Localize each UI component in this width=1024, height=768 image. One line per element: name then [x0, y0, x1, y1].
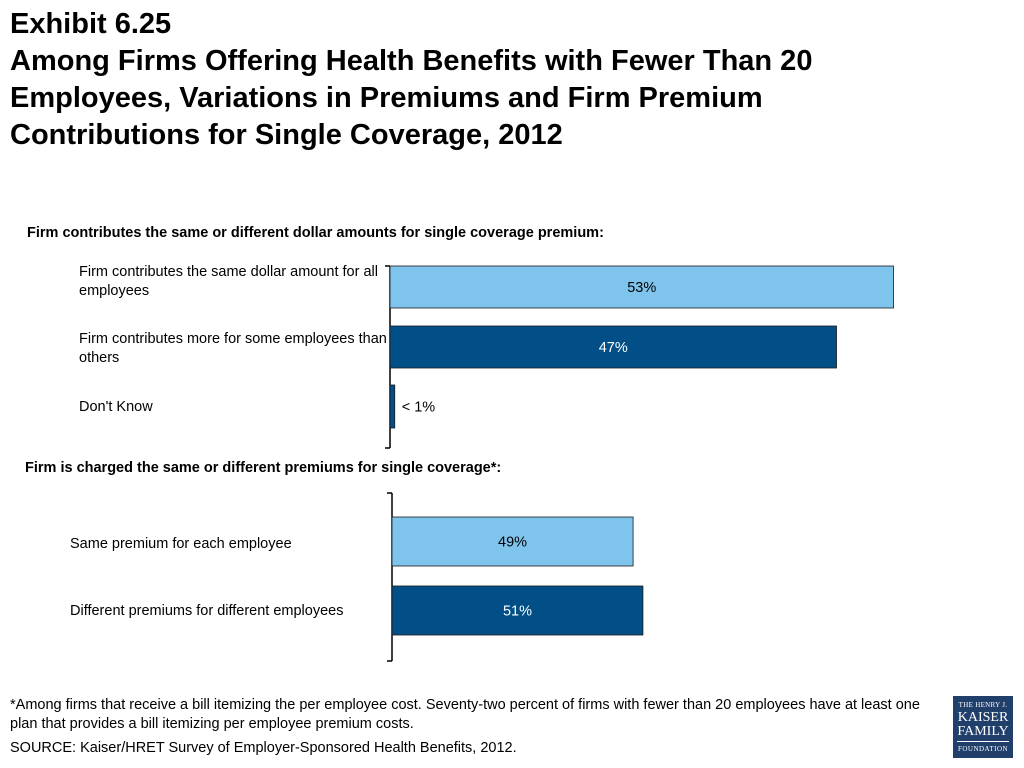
chart2-title: Firm is charged the same or different pr…: [25, 460, 502, 476]
chart1-category-label-3: Don't Know: [79, 399, 153, 415]
chart2-category-label-2: Different premiums for different employe…: [70, 603, 344, 619]
title-line-3: Contributions for Single Coverage, 2012: [10, 119, 563, 151]
chart1-category-label-1: Firm contributes the same dollar amount …: [79, 264, 378, 299]
page-title: Exhibit 6.25 Among Firms Offering Health…: [10, 6, 1010, 154]
chart1-data-label-3: < 1%: [402, 400, 436, 416]
kaiser-family-foundation-logo: THE HENRY J. KAISER FAMILY FOUNDATION: [953, 696, 1013, 758]
footnote: *Among firms that receive a bill itemizi…: [10, 697, 920, 732]
chart1-data-label-2: 47%: [599, 340, 628, 356]
chart1-category-label-2: Firm contributes more for some employees…: [79, 331, 387, 366]
chart1-title: Firm contributes the same or different d…: [27, 225, 604, 241]
title-line-1: Among Firms Offering Health Benefits wit…: [10, 45, 813, 77]
chart1-bar-2: [389, 325, 837, 369]
chart2-bar-1: [391, 516, 634, 567]
chart1-bar-1: [389, 265, 894, 309]
chart2-bar-2: [391, 585, 644, 636]
chart2-data-label-2: 51%: [503, 604, 532, 620]
title-line-2: Employees, Variations in Premiums and Fi…: [10, 82, 763, 114]
chart2-data-label-1: 49%: [498, 535, 527, 551]
chart1-bar-3: [389, 384, 396, 429]
chart1-data-label-1: 53%: [627, 280, 656, 296]
source-note: SOURCE: Kaiser/HRET Survey of Employer-S…: [10, 740, 517, 756]
exhibit-number: Exhibit 6.25: [10, 8, 172, 40]
chart2-category-label-1: Same premium for each employee: [70, 536, 292, 552]
